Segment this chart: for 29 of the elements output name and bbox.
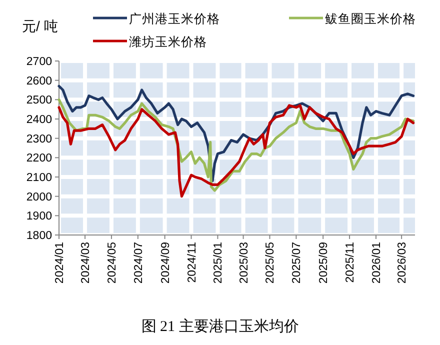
legend-label: 潍坊玉米价格	[129, 35, 207, 49]
x-tick-label: 2025/07	[291, 242, 304, 284]
legend-label: 广州港玉米价格	[129, 12, 220, 26]
y-tick-label: 1900	[26, 210, 52, 223]
x-tick-label: 2024/03	[80, 242, 92, 284]
y-tick-label: 2400	[26, 114, 52, 126]
text: 图 21 主要港口玉米均价	[141, 318, 299, 335]
y-tick-label: 1800	[26, 230, 52, 242]
y-tick-label: 2200	[26, 152, 52, 165]
x-tick-label: 2025/05	[264, 242, 277, 284]
x-tick-label: 2025/01	[212, 242, 225, 284]
x-tick-label: 2024/01	[54, 242, 66, 284]
y-tick-label: 2700	[26, 56, 52, 68]
x-tick-label: 2025/11	[344, 242, 357, 283]
x-tick-label: 2024/09	[160, 242, 172, 284]
x-tick-label: 2024/07	[132, 242, 145, 284]
y-tick-label: 2500	[26, 94, 52, 107]
y-tick-label: 2600	[26, 75, 52, 88]
x-tick-label: 2024/11	[186, 242, 198, 283]
y-tick-label: 2000	[26, 191, 52, 204]
y-tick-label: 2100	[26, 172, 52, 184]
y-axis-title: 元/ 吨	[22, 18, 58, 34]
x-tick-label: 2026/03	[396, 242, 409, 284]
x-tick-label: 2025/03	[238, 242, 250, 284]
y-tick-label: 2300	[26, 133, 52, 146]
legend-label: 鲅鱼圈玉米价格	[325, 12, 416, 26]
x-tick-label: 2025/09	[318, 242, 330, 284]
x-tick-label: 2026/01	[370, 242, 383, 284]
x-tick-label: 2024/05	[106, 242, 118, 284]
